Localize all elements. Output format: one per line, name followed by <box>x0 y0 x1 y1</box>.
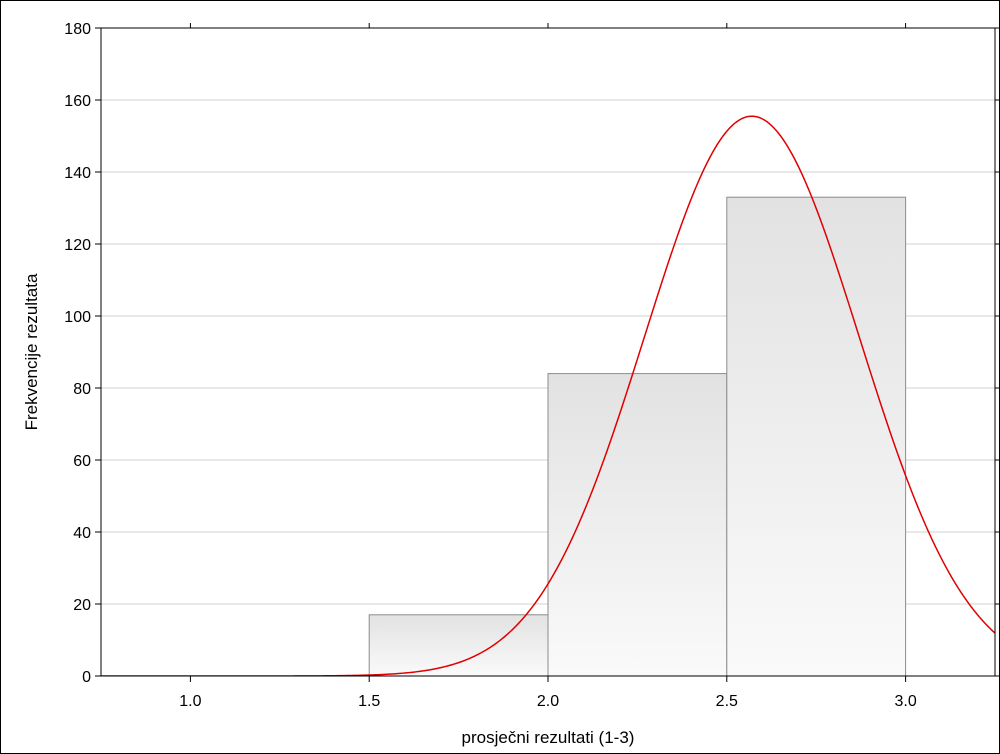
y-tick-label: 40 <box>73 525 91 542</box>
y-tick-label: 100 <box>64 309 91 326</box>
y-tick-label: 80 <box>73 381 91 398</box>
y-tick-label: 180 <box>64 21 91 38</box>
y-tick-label: 120 <box>64 237 91 254</box>
y-tick-label: 140 <box>64 165 91 182</box>
histogram-bar <box>726 196 907 677</box>
histogram-bar <box>547 373 728 677</box>
y-tick-label: 160 <box>64 93 91 110</box>
tick-labels: 0 20 40 60 80 100 120 140 160 180 1.0 1.5 2.0 2.5 3.0 <box>64 21 917 710</box>
y-tick-label: 0 <box>82 669 91 686</box>
x-tick-label: 3.0 <box>894 693 916 710</box>
y-tick-label: 60 <box>73 453 91 470</box>
x-tick-label: 2.5 <box>716 693 738 710</box>
y-tick-label: 20 <box>73 597 91 614</box>
x-axis-title: prosječni rezultati (1-3) <box>462 728 635 747</box>
tick-marks <box>95 23 999 682</box>
x-tick-label: 1.0 <box>179 693 201 710</box>
x-tick-label: 1.5 <box>358 693 380 710</box>
y-axis-title: Frekvencije rezultata <box>22 273 41 430</box>
x-tick-label: 2.0 <box>537 693 559 710</box>
histogram-bar <box>368 614 549 677</box>
